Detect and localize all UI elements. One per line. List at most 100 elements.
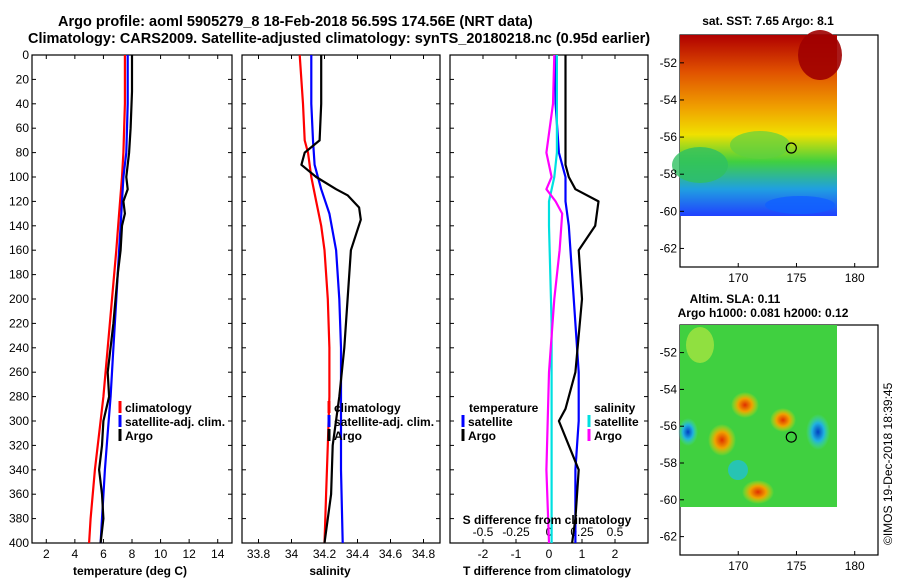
x2-tick-label: 0.5 <box>607 525 624 539</box>
y-tick-label: 400 <box>9 536 29 550</box>
y-tick-label: 180 <box>9 268 29 282</box>
y-tick-label: 140 <box>9 219 29 233</box>
temperature-panel: 0 20 40 60 80 100 120 140 160 180 200 220 240 260 280 3… <box>9 48 233 561</box>
legend-satellite-label: satellite-adj. clim. <box>334 415 434 429</box>
map-x-tick-label: 175 <box>786 271 806 285</box>
y-tick-label: 80 <box>16 146 30 160</box>
legend-t-satellite-label: satellite <box>468 415 513 429</box>
y-tick-label: 40 <box>16 97 30 111</box>
sst-map <box>672 30 879 268</box>
map-y-tick-label: -54 <box>660 93 678 107</box>
s-difference-axis-label: S difference from climatology <box>463 513 632 527</box>
y-tick-label: 200 <box>9 292 29 306</box>
x-tick-label: 8 <box>129 547 136 561</box>
map-y-tick-label: -56 <box>660 419 678 433</box>
sla-high-patch <box>742 480 774 504</box>
y-tick-label: 340 <box>9 463 29 477</box>
y-tick-label: 240 <box>9 341 29 355</box>
series-line-argo <box>300 55 362 544</box>
sst-cold-patch <box>730 131 790 159</box>
salinity-panel: 33.8 34 34.2 34.4 34.6 34.8 <box>241 54 441 561</box>
x-tick-label: -2 <box>478 547 489 561</box>
series-line-climatology <box>298 54 331 544</box>
map-y-tick-label: -62 <box>660 241 678 255</box>
map-y-tick-label: -60 <box>660 493 678 507</box>
temperature-axis-label: temperature (deg C) <box>73 564 187 578</box>
y-tick-label: 160 <box>9 243 29 257</box>
series-line-argo <box>97 55 134 544</box>
sst-map-axes: 170 175 180 -52 -54 -56 -58 -60 -62 <box>660 56 865 285</box>
y-tick-label: 0 <box>22 48 29 62</box>
y-tick-label: 300 <box>9 414 29 428</box>
series-line-satellite-adj-clim- <box>310 55 344 544</box>
y-tick-label: 120 <box>9 194 29 208</box>
sst-cold-patch <box>672 147 728 183</box>
legend-temperature-title: temperature <box>469 401 539 415</box>
legend-argo-label: Argo <box>125 429 153 443</box>
y-tick-label: 380 <box>9 512 29 526</box>
sst-cold-patch <box>765 196 835 214</box>
y-tick-label: 260 <box>9 365 29 379</box>
t-difference-axis-label: T difference from climatology <box>463 564 631 578</box>
x2-tick-label: -0.5 <box>473 525 494 539</box>
x-tick-label: 34.4 <box>346 547 370 561</box>
x-tick-label: 10 <box>154 547 168 561</box>
legend-argo-label: Argo <box>334 429 362 443</box>
map-y-tick-label: -52 <box>660 56 678 70</box>
map-y-tick-label: -58 <box>660 456 678 470</box>
series-line-s-satellite <box>547 55 559 543</box>
legend-t-argo-label: Argo <box>468 429 496 443</box>
sla-high-patch <box>708 424 736 456</box>
sst-map-title: sat. SST: 7.65 Argo: 8.1 <box>702 14 834 28</box>
sla-map-title: Altim. SLA: 0.11 <box>690 292 781 306</box>
map-y-tick-label: -56 <box>660 130 678 144</box>
legend-climatology-label: climatology <box>125 401 192 415</box>
map-y-tick-label: -62 <box>660 530 678 544</box>
map-y-tick-label: -60 <box>660 204 678 218</box>
sst-argo-position-marker <box>785 142 797 154</box>
y-tick-label: 60 <box>16 121 30 135</box>
sla-map <box>678 324 879 556</box>
x-tick-label: 33.8 <box>247 547 271 561</box>
map-x-tick-label: 180 <box>845 559 865 573</box>
x-tick-label: 34.8 <box>412 547 436 561</box>
y-tick-label: 320 <box>9 438 29 452</box>
plot-frame <box>31 54 233 544</box>
x-tick-label: 4 <box>72 547 79 561</box>
x-tick-label: 14 <box>211 547 225 561</box>
title-line-2: Climatology: CARS2009. Satellite-adjuste… <box>28 31 650 47</box>
sla-high-patch <box>731 392 759 418</box>
y-tick-label: 20 <box>16 72 30 86</box>
series-line-t-argo <box>557 55 600 544</box>
sla-patch <box>686 327 714 363</box>
sla-low-patch <box>806 414 830 450</box>
x-tick-label: 12 <box>182 547 196 561</box>
x-tick-label: 1 <box>579 547 586 561</box>
legend-satellite-label: satellite-adj. clim. <box>125 415 225 429</box>
salinity-legend: climatology satellite-adj. clim. Argo <box>327 401 434 443</box>
sst-warm-patch <box>798 30 842 80</box>
y-tick-label: 280 <box>9 390 29 404</box>
x-tick-label: 2 <box>612 547 619 561</box>
difference-legend: temperature satellite Argo salinity sate… <box>461 401 639 443</box>
x-tick-label: 34.6 <box>379 547 403 561</box>
x2-tick-label: -0.25 <box>502 525 530 539</box>
x-tick-label: -1 <box>511 547 522 561</box>
map-x-tick-label: 170 <box>728 271 748 285</box>
sla-map-axes: 170 175 180 -52 -54 -56 -58 -60 -62 <box>660 346 865 573</box>
temperature-legend: climatology satellite-adj. clim. Argo <box>118 401 225 443</box>
x-tick-label: 6 <box>100 547 107 561</box>
series-line-t-satellite <box>554 55 580 543</box>
map-y-tick-label: -52 <box>660 346 678 360</box>
map-x-tick-label: 175 <box>786 559 806 573</box>
sla-map-subtitle: Argo h1000: 0.081 h2000: 0.12 <box>678 306 849 320</box>
difference-panel: -2 -1 0 1 2-0.5 -0.25 0 0.25 0.5 <box>449 54 649 561</box>
imos-credit: ©IMOS 19-Dec-2018 18:39:45 <box>881 382 895 545</box>
series-line-s-argo <box>545 54 564 544</box>
y-tick-label: 220 <box>9 316 29 330</box>
x-tick-label: 0 <box>546 547 553 561</box>
title-line-1: Argo profile: aoml 5905279_8 18-Feb-2018… <box>58 14 533 30</box>
sla-high-patch <box>770 408 796 432</box>
x-tick-label: 34.2 <box>313 547 337 561</box>
